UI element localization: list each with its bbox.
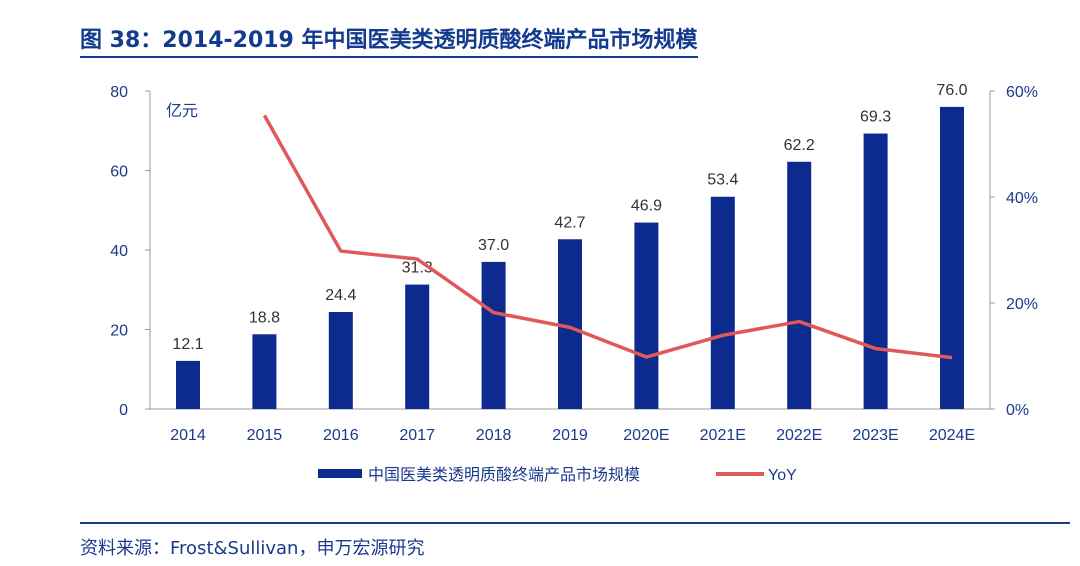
x-tick-label: 2021E bbox=[700, 427, 746, 444]
bar bbox=[787, 161, 812, 409]
figure-title: 图 38：2014-2019 年中国医美类透明质酸终端产品市场规模 bbox=[80, 22, 698, 58]
left-tick-label: 60 bbox=[110, 164, 128, 181]
source-note: 资料来源：Frost&Sullivan，申万宏源研究 bbox=[80, 538, 425, 559]
x-tick-label: 2014 bbox=[170, 427, 206, 444]
left-axis-unit: 亿元 bbox=[166, 102, 198, 120]
bar bbox=[481, 261, 506, 409]
left-tick-label: 0 bbox=[119, 402, 128, 419]
x-tick-label: 2023E bbox=[852, 427, 898, 444]
bar-value-label: 53.4 bbox=[707, 172, 738, 189]
yoy-line bbox=[262, 114, 953, 360]
x-tick-label: 2015 bbox=[247, 427, 283, 444]
bar-value-label: 12.1 bbox=[172, 336, 203, 353]
bar-value-label: 76.0 bbox=[936, 82, 967, 99]
legend-bar-label: 中国医美类透明质酸终端产品市场规模 bbox=[368, 466, 640, 484]
left-tick-label: 20 bbox=[110, 323, 128, 340]
x-tick-label: 2018 bbox=[476, 427, 512, 444]
x-tick-label: 2019 bbox=[552, 427, 588, 444]
x-tick-label: 2020E bbox=[623, 427, 669, 444]
bar bbox=[252, 334, 277, 409]
legend-line-label: YoY bbox=[768, 467, 797, 484]
bar-value-label: 37.0 bbox=[478, 237, 509, 254]
bar-value-label: 18.8 bbox=[249, 309, 280, 326]
divider bbox=[80, 522, 1070, 524]
left-tick-label: 80 bbox=[110, 84, 128, 101]
bar bbox=[176, 360, 200, 409]
bar bbox=[634, 222, 659, 409]
x-tick-label: 2024E bbox=[929, 427, 975, 444]
right-tick-label: 0% bbox=[1006, 402, 1029, 419]
bar-value-label: 24.4 bbox=[325, 287, 356, 304]
right-tick-label: 40% bbox=[1006, 190, 1038, 207]
right-tick-label: 20% bbox=[1006, 296, 1038, 313]
bar-value-label: 42.7 bbox=[554, 214, 585, 231]
bar bbox=[710, 196, 735, 409]
left-tick-label: 40 bbox=[110, 243, 128, 260]
bar-value-label: 46.9 bbox=[631, 198, 662, 215]
bar-value-label: 69.3 bbox=[860, 109, 891, 126]
x-tick-label: 2017 bbox=[399, 427, 435, 444]
bar bbox=[863, 133, 888, 409]
bar bbox=[328, 312, 353, 409]
bar bbox=[405, 284, 430, 409]
bar bbox=[940, 106, 964, 410]
x-tick-label: 2016 bbox=[323, 427, 359, 444]
legend-bar-swatch bbox=[318, 469, 362, 478]
bar-value-label: 62.2 bbox=[784, 137, 815, 154]
right-tick-label: 60% bbox=[1006, 84, 1038, 101]
x-tick-label: 2022E bbox=[776, 427, 822, 444]
